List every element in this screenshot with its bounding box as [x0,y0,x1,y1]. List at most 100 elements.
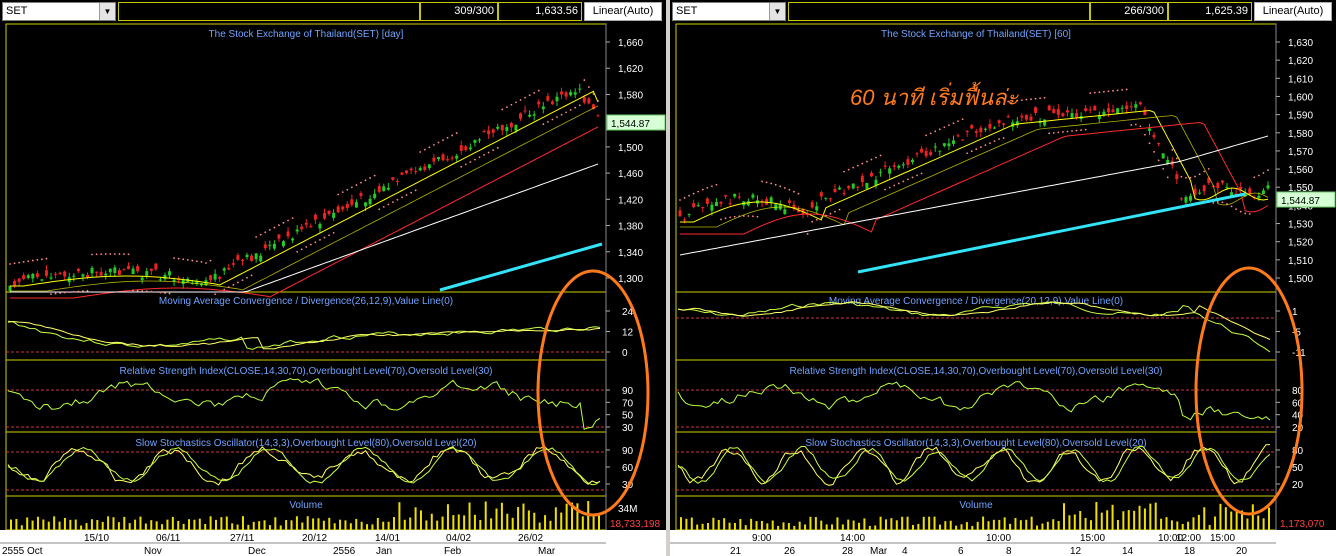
candle [733,193,737,199]
candle [1034,106,1038,116]
symbol-dropdown[interactable]: SET ▼ [672,2,786,21]
date-label: 27/11 [230,533,255,544]
sar-dot [515,101,517,104]
sar-dot [496,146,499,149]
sar-dot [1244,212,1247,215]
sar-dot [865,160,868,163]
sar-dot [957,120,959,123]
chevron-down-icon[interactable]: ▼ [99,3,115,20]
candle [1047,104,1051,111]
sar-dot [237,281,239,284]
sar-dot [328,234,330,237]
candle [1134,101,1138,112]
candle [1093,104,1097,111]
candle [838,185,842,190]
macd-title: Moving Average Convergence / Divergence(… [829,296,1123,307]
volume-bar [517,506,520,530]
highlight-circle [536,269,650,517]
chart-canvas[interactable]: The Stock Exchange of Thailand(SET) [60]… [670,0,1336,556]
volume-bar [1197,514,1200,530]
sar-dot [464,163,467,166]
scale-mode-button[interactable]: Linear(Auto) [1254,2,1332,21]
price-pane[interactable] [5,23,607,293]
volume-bar [804,524,807,530]
candle [350,194,354,208]
panel-splitter[interactable] [666,0,670,556]
candle [332,208,336,221]
sar-dot [54,292,57,295]
volume-bar [1208,525,1211,530]
volume-bar [809,516,812,530]
candle [277,234,281,242]
volume-bar [1192,517,1195,530]
volume-bar [436,520,439,530]
sar-dot [18,261,21,264]
chart-panel-left[interactable]: SET ▼ 309/300 1,633.56 Linear(Auto) The … [0,0,666,556]
chevron-down-icon[interactable]: ▼ [769,3,785,20]
sar-dot [934,130,937,133]
candle [824,197,828,201]
candle [17,277,21,287]
sar-dot [113,253,116,255]
sar-dot [756,215,759,218]
chart-panel-right[interactable]: SET ▼ 266/300 1,625.39 Linear(Auto) The … [670,0,1336,556]
stochastic-d-line [7,446,601,486]
sar-dot [820,216,823,219]
candle [209,274,213,283]
volume-bar [533,512,536,530]
bar-count: 266/300 [1090,2,1168,21]
candle [678,206,682,217]
candle [263,240,267,251]
volume-bar [798,521,801,530]
candle [336,204,340,213]
candle [163,272,167,282]
candle [742,201,746,210]
price-axis-label: 1,560 [1288,165,1313,176]
sar-dot [118,253,121,255]
candle [961,139,965,141]
rsi-axis-label: 90 [622,386,634,397]
volume-bar [69,519,72,530]
volume-bar [134,519,137,530]
candle [427,164,431,171]
sar-dot [1057,131,1060,134]
volume-bar [1052,519,1055,530]
candle [901,162,905,169]
candle [933,142,937,152]
candle [942,143,946,148]
sar-dot [560,113,563,116]
candle [400,172,404,176]
volume-bar [1160,518,1163,530]
volume-bar [1084,517,1087,530]
candle [1116,107,1120,115]
sar-dot [36,259,39,261]
candle [250,253,254,262]
sar-dot [1203,170,1206,173]
sar-dot [250,274,253,277]
volume-bar [750,518,753,530]
chart-canvas[interactable]: The Stock Exchange of Thailand(SET) [day… [0,0,666,556]
symbol-dropdown[interactable]: SET ▼ [2,2,116,21]
candle [833,184,837,193]
volume-bar [1176,521,1179,530]
sar-dot [706,186,709,189]
candle [1015,116,1019,128]
candle [254,253,258,263]
sar-dot [1048,132,1051,135]
candle [979,125,983,138]
scale-mode-button[interactable]: Linear(Auto) [584,2,662,21]
candle [473,139,477,147]
volume-bar [701,523,704,530]
sar-dot [1071,130,1073,132]
candle [391,177,395,181]
sar-dot [405,194,408,196]
price-pane[interactable] [675,23,1277,293]
candle [1248,186,1252,195]
candle [1024,114,1028,122]
sar-dot [1139,125,1142,128]
sar-dot [364,179,367,182]
rsi-line [677,381,1271,421]
sar-dot [86,289,89,292]
last-price-text: 1,544.87 [1281,196,1320,207]
macd-line [677,301,1271,353]
